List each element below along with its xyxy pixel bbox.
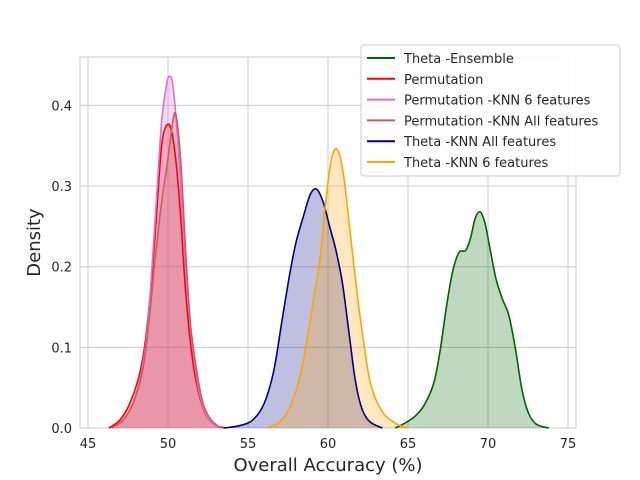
legend-entry: Permutation -KNN All features xyxy=(404,114,598,129)
y-tick-label: 0.0 xyxy=(51,422,72,437)
x-tick-label: 55 xyxy=(240,437,257,452)
y-tick-label: 0.2 xyxy=(51,261,72,276)
density-lines xyxy=(108,75,550,429)
legend: Theta -Ensemble Permutation Permutation -K… xyxy=(360,44,621,177)
legend-entry: Theta -KNN 6 features xyxy=(403,156,549,171)
density-area-4 xyxy=(224,188,383,428)
x-axis-label: Overall Accuracy (%) xyxy=(233,455,422,476)
density-line-3 xyxy=(111,111,222,429)
y-tick-label: 0.1 xyxy=(51,341,72,356)
legend-frame xyxy=(360,44,621,177)
x-tick-label: 75 xyxy=(560,437,577,452)
density-line-0 xyxy=(394,210,550,429)
x-tick-label: 65 xyxy=(400,437,417,452)
legend-entry: Theta -Ensemble xyxy=(403,52,514,67)
x-tick-label: 70 xyxy=(480,437,497,452)
density-area-3 xyxy=(112,112,221,428)
x-tick-label: 50 xyxy=(160,437,177,452)
density-areas xyxy=(108,76,549,428)
tick-labels: 45 50 55 60 65 70 75 0.0 0.1 0.2 0.3 0.4 xyxy=(51,99,576,452)
legend-entry: Permutation -KNN 6 features xyxy=(404,94,591,109)
y-tick-label: 0.4 xyxy=(51,99,72,114)
density-line-4 xyxy=(223,188,383,429)
density-line-5 xyxy=(266,147,409,429)
x-tick-label: 45 xyxy=(80,437,97,452)
y-axis-label: Density xyxy=(24,208,45,277)
density-area-5 xyxy=(267,148,408,428)
density-area-0 xyxy=(395,211,549,428)
y-tick-label: 0.3 xyxy=(51,180,72,195)
legend-entry: Permutation xyxy=(404,73,483,88)
legend-entry: Theta -KNN All features xyxy=(403,135,556,150)
density-area-1 xyxy=(108,124,226,428)
x-tick-label: 60 xyxy=(320,437,337,452)
density-area-2 xyxy=(112,76,220,428)
